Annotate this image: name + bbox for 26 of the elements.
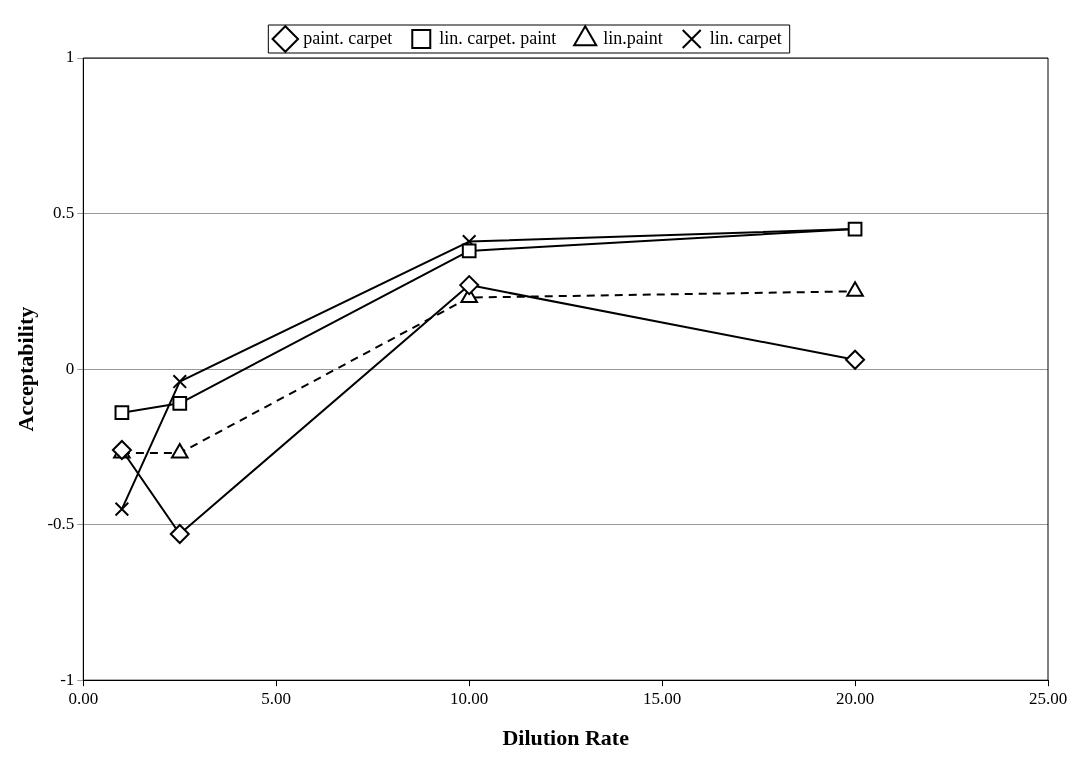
point (169, 523, 190, 544)
y-tick-label: 0.5 (53, 203, 75, 223)
x-tick-label: 15.00 (643, 688, 682, 708)
legend-label: lin. carpet (709, 27, 782, 48)
y-tick-label: 1 (65, 47, 75, 67)
point (172, 395, 188, 411)
y-tick-label: 0 (65, 358, 75, 378)
point (114, 405, 130, 421)
legend-label: paint. carpet (303, 27, 393, 48)
point (114, 501, 130, 517)
x-tick-label: 25.00 (1028, 688, 1068, 708)
y-axis-title: Acceptability (12, 306, 38, 432)
x-tick-label: 0.00 (68, 688, 99, 708)
x-axis-title: Dilution Rate (502, 725, 630, 751)
point (459, 275, 480, 296)
x-tick-label: 20.00 (835, 688, 875, 708)
legend-label: lin.paint (603, 27, 663, 48)
point (172, 374, 188, 389)
y-tick-label: -0.5 (47, 514, 75, 534)
point (170, 443, 189, 459)
point (461, 243, 477, 259)
y-tick-label: -1 (60, 669, 75, 689)
legend-label: lin. carpet. paint (439, 27, 557, 48)
point (845, 349, 866, 370)
x-tick-label: 5.00 (261, 688, 292, 708)
x-tick-label: 10.00 (450, 688, 489, 708)
